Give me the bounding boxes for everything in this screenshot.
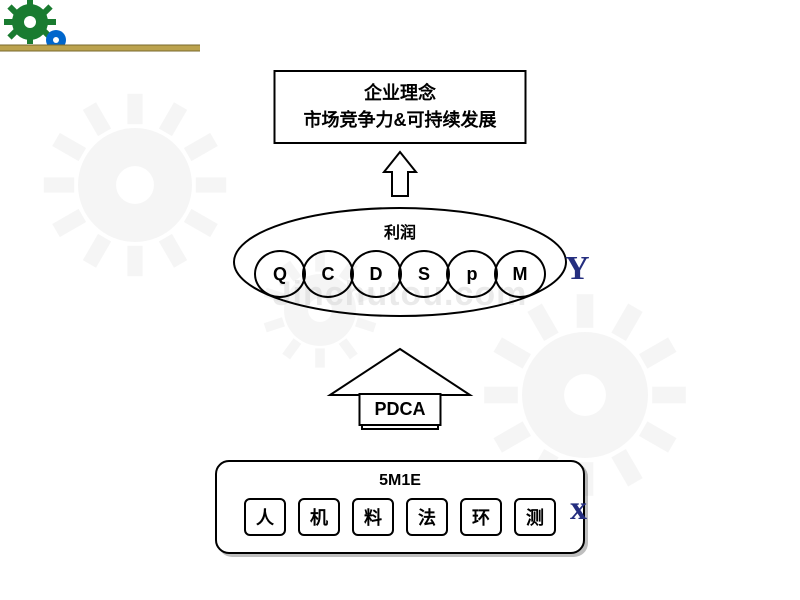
box-ji: 机 xyxy=(298,498,340,536)
label-y: Y xyxy=(565,250,590,288)
circle-m: M xyxy=(494,250,546,298)
bg-gear xyxy=(40,90,230,280)
pdca-label: PDCA xyxy=(358,393,441,426)
box-fa: 法 xyxy=(406,498,448,536)
bottom-5m1e-box: 5M1E 人 机 料 法 环 测 xyxy=(215,460,585,554)
circle-p: p xyxy=(446,250,498,298)
box-huan: 环 xyxy=(460,498,502,536)
box-ce: 测 xyxy=(514,498,556,536)
arrow-up-icon xyxy=(380,150,420,205)
top-box-line1: 企业理念 xyxy=(304,80,497,107)
circle-q: Q xyxy=(254,250,306,298)
circle-s: S xyxy=(398,250,450,298)
bottom-title: 5M1E xyxy=(233,472,567,490)
pdca-arrow: PDCA xyxy=(320,345,480,440)
circle-c: C xyxy=(302,250,354,298)
box-ren: 人 xyxy=(244,498,286,536)
top-gears-decoration xyxy=(0,0,200,60)
top-concept-box: 企业理念 市场竞争力&可持续发展 xyxy=(274,70,527,144)
label-x: x xyxy=(570,490,587,528)
profit-ellipse: 利润 Q C D S p M xyxy=(230,205,570,320)
top-box-line2: 市场竞争力&可持续发展 xyxy=(304,107,497,134)
box-liao: 料 xyxy=(352,498,394,536)
circle-d: D xyxy=(350,250,402,298)
small-boxes-row: 人 机 料 法 环 测 xyxy=(233,498,567,536)
circles-row: Q C D S p M xyxy=(254,250,546,298)
ellipse-title: 利润 xyxy=(384,219,416,243)
